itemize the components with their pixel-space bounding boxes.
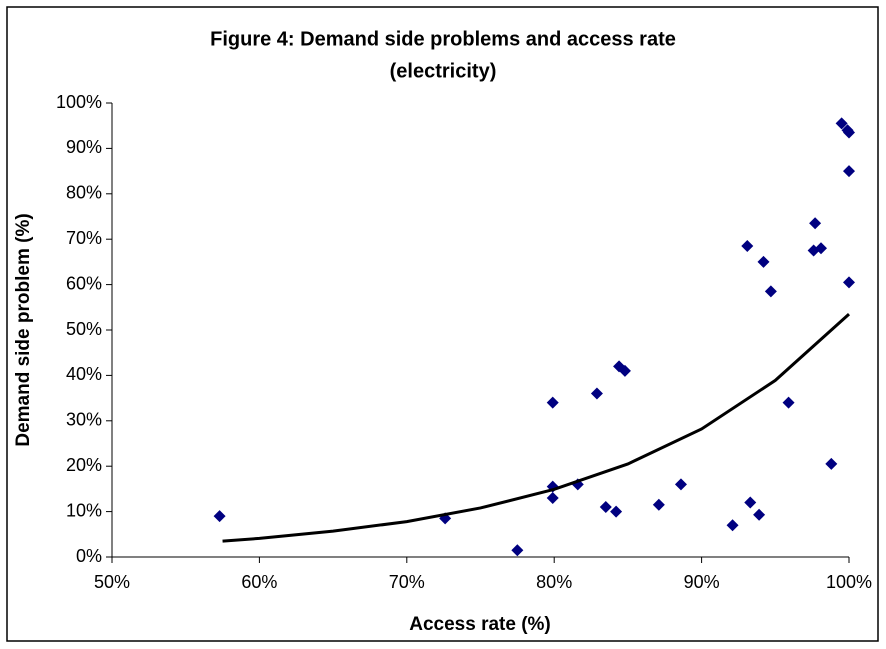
chart-title: (electricity) bbox=[390, 60, 497, 82]
y-tick-label: 90% bbox=[66, 137, 102, 157]
data-point bbox=[753, 508, 766, 521]
y-tick-label: 30% bbox=[66, 410, 102, 430]
x-tick-label: 90% bbox=[684, 572, 720, 592]
y-axis-label: Demand side problem (%) bbox=[13, 213, 34, 446]
y-tick-label: 0% bbox=[76, 546, 102, 566]
y-tick-label: 60% bbox=[66, 273, 102, 293]
data-point bbox=[674, 478, 687, 491]
y-tick-label: 100% bbox=[56, 92, 102, 112]
data-point bbox=[726, 519, 739, 532]
chart-title: Figure 4: Demand side problems and acces… bbox=[210, 28, 676, 50]
y-tick-label: 50% bbox=[66, 319, 102, 339]
data-point bbox=[809, 217, 822, 230]
data-point bbox=[843, 165, 855, 178]
y-tick-label: 10% bbox=[66, 500, 102, 520]
data-point bbox=[599, 501, 612, 514]
x-tick-label: 100% bbox=[826, 572, 872, 592]
y-tick-label: 80% bbox=[66, 183, 102, 203]
data-point bbox=[782, 396, 795, 409]
data-point bbox=[741, 240, 754, 253]
data-point bbox=[546, 396, 559, 409]
data-point bbox=[843, 276, 855, 289]
x-axis-label: Access rate (%) bbox=[409, 614, 551, 635]
data-point bbox=[843, 126, 855, 139]
data-point bbox=[652, 498, 665, 511]
data-point bbox=[546, 491, 559, 504]
x-tick-label: 50% bbox=[94, 572, 130, 592]
x-tick-label: 70% bbox=[389, 572, 425, 592]
data-point bbox=[764, 285, 777, 298]
x-tick-label: 80% bbox=[536, 572, 572, 592]
y-tick-label: 40% bbox=[66, 364, 102, 384]
data-point bbox=[744, 496, 757, 509]
trend-line bbox=[222, 312, 851, 543]
data-point bbox=[610, 505, 623, 518]
data-point bbox=[835, 117, 848, 130]
x-tick-label: 60% bbox=[241, 572, 277, 592]
chart-frame bbox=[6, 6, 879, 642]
y-tick-label: 20% bbox=[66, 455, 102, 475]
data-point bbox=[213, 510, 226, 523]
data-point bbox=[618, 364, 631, 377]
data-point bbox=[590, 387, 603, 400]
y-tick-label: 70% bbox=[66, 228, 102, 248]
data-point bbox=[825, 457, 838, 470]
data-point bbox=[511, 544, 524, 557]
data-point bbox=[757, 255, 770, 268]
data-point bbox=[814, 242, 827, 255]
